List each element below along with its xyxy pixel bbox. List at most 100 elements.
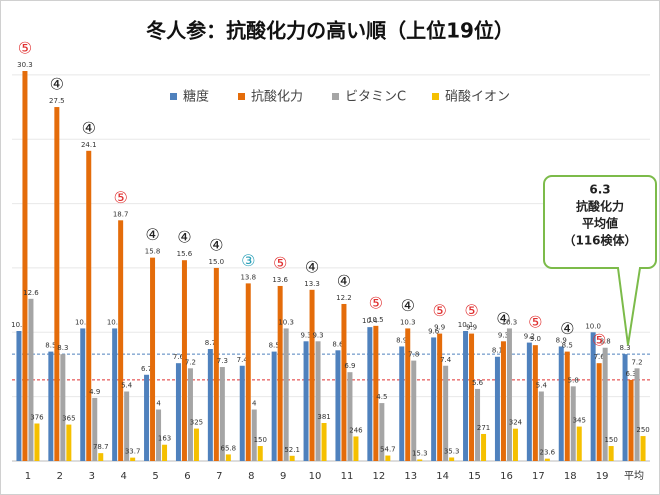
legend-label: 抗酸化力: [251, 90, 303, 105]
value-label: 10.1: [11, 321, 27, 329]
value-label: 10.0: [585, 322, 601, 330]
bar: [570, 386, 576, 461]
rank-mark: ⑤: [528, 313, 542, 332]
callout-text: 平均値: [582, 216, 618, 231]
bar: [379, 403, 385, 461]
bar: [532, 345, 538, 461]
value-label: 8.8: [600, 338, 611, 346]
value-label: 10.3: [502, 318, 518, 326]
legend-label: 糖度: [183, 89, 209, 105]
value-label: 10.5: [368, 316, 384, 324]
bar: [628, 379, 634, 461]
value-label: 4: [156, 400, 161, 408]
bar: [526, 342, 532, 461]
x-tick-label: 3: [89, 471, 95, 482]
bar: [54, 107, 60, 461]
value-label: 381: [317, 413, 330, 421]
bar: [469, 333, 475, 461]
bar: [558, 346, 564, 461]
value-label: 24.1: [81, 141, 97, 149]
bar: [80, 328, 86, 461]
bar: [437, 333, 443, 461]
bar: [463, 331, 469, 461]
bar: [347, 372, 353, 461]
callout-text: （116検体）: [563, 233, 636, 248]
value-label: 250: [636, 426, 649, 434]
value-label: 8.6: [332, 340, 344, 348]
bar: [150, 257, 156, 461]
bar: [634, 368, 640, 461]
value-label: 4: [252, 400, 257, 408]
value-label: 8.3: [619, 344, 630, 352]
bar: [564, 351, 570, 461]
bar: [187, 368, 193, 461]
value-label: 7.4: [440, 356, 452, 364]
value-label: 9.9: [434, 324, 445, 332]
value-label: 8.7: [205, 339, 216, 347]
value-label: 8.5: [562, 342, 573, 350]
bar: [538, 391, 544, 461]
bar: [144, 374, 150, 461]
x-tick-label: 平均: [624, 470, 644, 482]
value-label: 271: [477, 424, 490, 432]
x-tick-label: 5: [152, 471, 158, 482]
value-label: 15.8: [145, 248, 161, 256]
bar: [544, 458, 550, 461]
x-tick-label: 9: [280, 471, 286, 482]
value-label: 4.5: [376, 393, 387, 401]
value-label: 6.7: [141, 365, 152, 373]
rank-mark: ④: [50, 75, 64, 94]
x-tick-label: 1: [25, 471, 31, 482]
value-label: 7.8: [408, 351, 419, 359]
bar: [481, 433, 487, 461]
value-label: 365: [62, 415, 75, 423]
bar: [239, 365, 245, 461]
bar: [22, 71, 28, 461]
callout-text: 6.3: [589, 183, 610, 197]
bar: [608, 446, 614, 461]
value-label: 78.7: [93, 443, 109, 451]
value-label: 9.3: [498, 331, 509, 339]
bar: [385, 455, 391, 461]
rank-mark: ⑤: [18, 39, 32, 58]
rank-mark: ④: [177, 228, 191, 247]
value-label: 5.4: [121, 381, 133, 389]
value-label: 9.9: [466, 324, 477, 332]
value-label: 150: [604, 436, 617, 444]
bar: [640, 436, 646, 461]
bar: [219, 367, 225, 461]
bar: [86, 150, 92, 461]
value-label: 324: [509, 419, 523, 427]
rank-mark: ⑤: [592, 331, 606, 350]
value-label: 10.3: [278, 318, 294, 326]
bar: [251, 409, 257, 461]
rank-mark: ④: [337, 271, 351, 290]
x-tick-label: 6: [184, 471, 190, 482]
bar: [118, 220, 124, 461]
bar: [277, 285, 283, 461]
value-label: 5.8: [568, 376, 579, 384]
value-label: 9.0: [530, 335, 541, 343]
bar: [60, 354, 66, 461]
rank-mark: ④: [82, 118, 96, 137]
bar: [353, 436, 359, 461]
value-label: 7.2: [185, 358, 196, 366]
bar: [443, 365, 449, 461]
value-label: 35.3: [444, 447, 460, 455]
bar: [512, 428, 518, 461]
value-label: 8.1: [492, 347, 503, 355]
bar: [225, 454, 231, 461]
bar: [193, 428, 199, 461]
x-tick-label: 18: [564, 471, 577, 482]
x-tick-label: 4: [120, 471, 126, 482]
value-label: 27.5: [49, 97, 65, 105]
value-label: 13.8: [240, 273, 256, 281]
value-label: 15.0: [209, 258, 225, 266]
value-label: 30.3: [17, 61, 33, 69]
value-label: 13.3: [304, 280, 320, 288]
bar: [321, 422, 327, 461]
bar: [367, 327, 373, 461]
value-label: 10.4: [362, 317, 378, 325]
value-label: 13.6: [272, 276, 288, 284]
